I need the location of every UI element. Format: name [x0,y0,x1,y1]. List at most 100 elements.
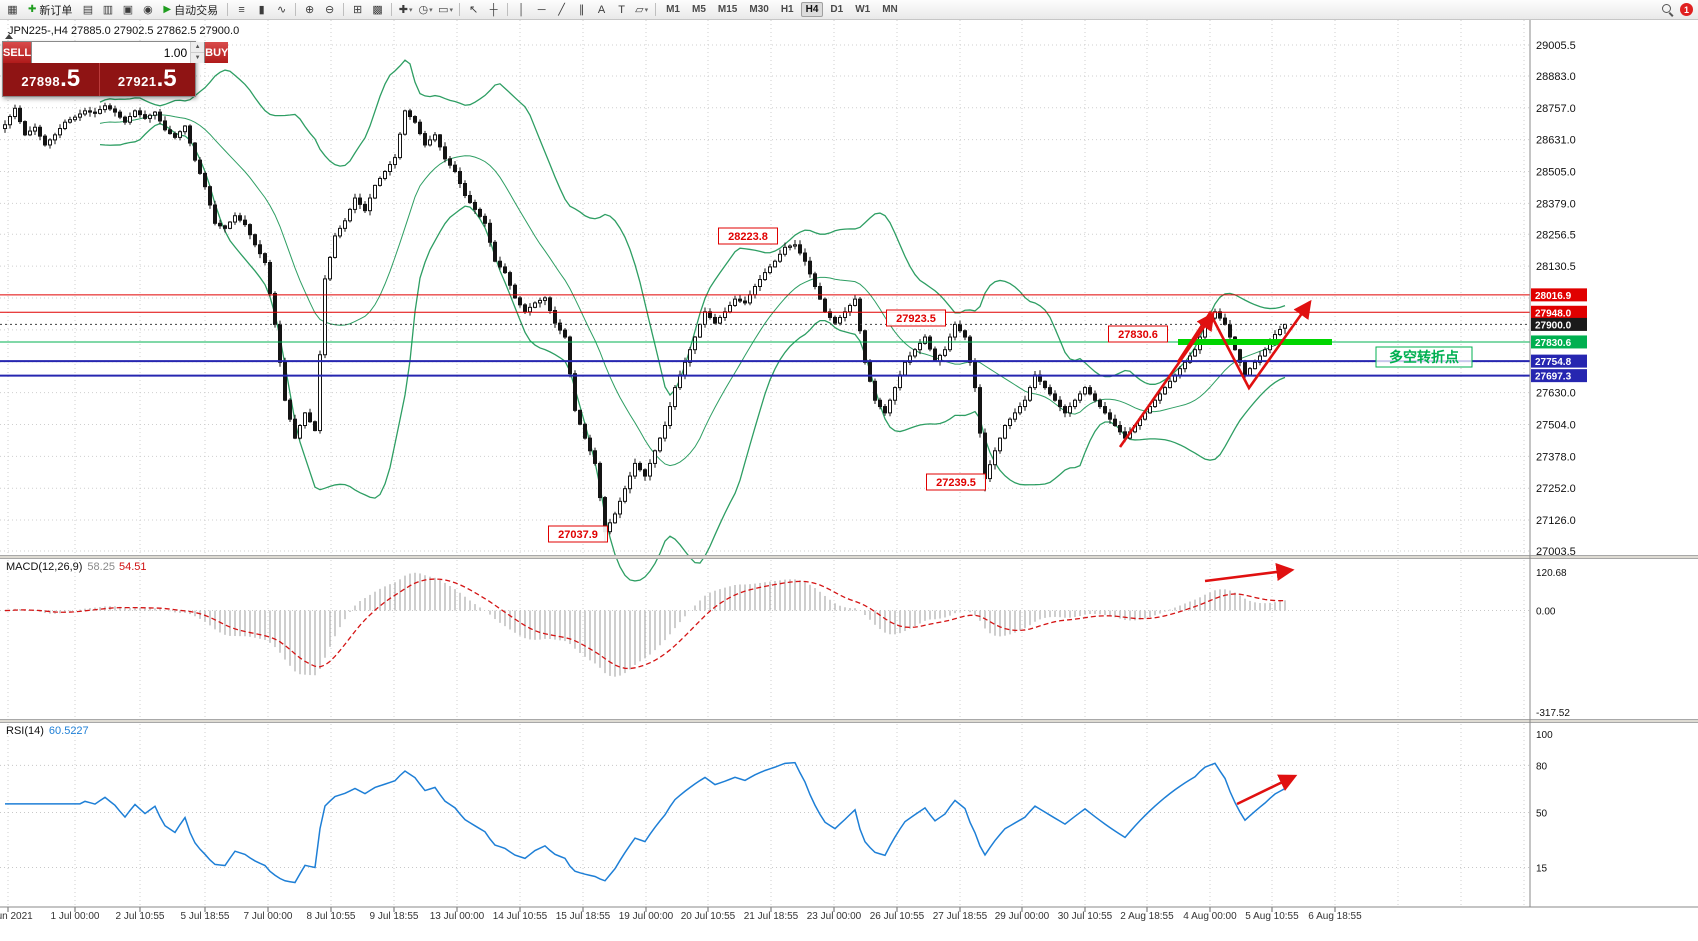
rsi-axis-label: 15 [1536,863,1548,874]
trendline-icon[interactable]: ╱ [558,4,565,16]
time-axis-label: 2 Aug 18:55 [1120,911,1174,922]
candle [848,303,852,316]
candle [1258,351,1262,366]
panel-separator[interactable] [0,555,1698,559]
equidistant-channel-icon[interactable]: ∥ [578,4,585,16]
sell-price[interactable]: 27898 .5 [3,63,99,96]
timeframe-m5[interactable]: M5 [692,4,706,15]
volume-input[interactable] [32,42,191,63]
notification-badge[interactable]: 1 [1680,3,1693,16]
chart-window-icon[interactable]: ▦ [7,4,18,16]
volume-stepper[interactable]: ▲ ▼ [190,42,205,63]
horizontal-line-icon[interactable]: ─ [537,3,546,16]
timeframe-m15[interactable]: M15 [717,4,738,15]
periods-icon[interactable]: ◷ ▾ [418,4,433,16]
buy-button[interactable]: BUY [205,42,229,63]
candlestick-chart-icon[interactable]: ▮ [258,4,265,16]
candle [433,132,437,143]
timeframe-d1[interactable]: D1 [830,4,844,15]
indicators-icon[interactable]: ✚ ▾ [398,4,413,16]
tile-windows-icon[interactable]: ⊞ [352,4,363,16]
zoom-in-icon[interactable]: ⊕ [304,4,315,16]
candle [1073,398,1077,410]
dropdown-caret-icon[interactable]: ▾ [408,6,413,14]
templates-icon[interactable]: ▭ ▾ [438,4,454,16]
dropdown-caret-icon[interactable]: ▾ [429,6,433,14]
dropdown-caret-icon[interactable]: ▾ [644,6,649,14]
price-callout[interactable] [548,525,608,543]
volume-down-icon[interactable]: ▼ [191,53,205,63]
crosshair-icon[interactable]: ┼ [489,3,498,16]
price-tag [1531,335,1587,349]
grid-layer: 9 Jun 2021 1 Jul 00:00 2 Jul 10:55 5 Jul 18… [0,20,1576,922]
candle [53,132,57,145]
navigator-icon[interactable]: ▣ [122,4,134,16]
trend-arrow[interactable] [1118,311,1215,448]
volume-up-icon[interactable]: ▲ [191,42,205,53]
candle [368,193,372,216]
trend-arrow[interactable] [1236,774,1298,806]
zoom-out-icon[interactable]: ⊖ [324,4,335,16]
time-axis[interactable] [0,907,1698,927]
trend-arrow[interactable] [1204,562,1295,583]
time-axis-label: 2 Jul 10:55 [116,911,165,922]
toolbar-separator [507,3,509,16]
timeframe-buttons: M1 M5 M15 M30 H1 H4 D1 W1 MN [660,2,904,17]
timeframe-mn[interactable]: MN [882,4,898,15]
trend-arrows[interactable] [1118,299,1312,806]
price-axis[interactable] [1530,20,1698,907]
horizontal-line-objects[interactable] [0,294,1530,377]
candle [508,270,512,290]
candle [48,138,52,149]
sell-button[interactable]: SELL [3,42,32,63]
price-callouts[interactable]: 28223.8 27923.5 27830.6 27239.5 27037.9 多空转折点 [548,227,1473,543]
shapes-icon[interactable]: ▱ ▾ [635,4,649,16]
macd-axis-label: -317.52 [1536,708,1570,719]
candle [438,134,442,151]
timeframe-h1[interactable]: H1 [780,4,794,15]
candle [748,290,752,306]
auto-trading-button[interactable]: ▶ 自动交易 [158,2,223,18]
price-callout[interactable] [718,227,778,245]
candle [188,124,192,147]
candle [23,120,27,137]
price-callout[interactable] [1108,325,1168,343]
terminal-icon[interactable]: ◉ [143,4,153,16]
price-callout[interactable] [886,309,946,327]
candle [178,130,182,141]
trend-arrow[interactable] [1176,299,1312,391]
timeframe-m30[interactable]: M30 [749,4,769,15]
price-axis-label: 28757.0 [1536,103,1576,115]
timeframe-m1[interactable]: M1 [666,4,680,15]
text-icon[interactable]: A [597,3,606,16]
text-label-icon[interactable]: T [618,3,625,16]
panel-separator[interactable] [0,719,1698,723]
cascade-windows-icon[interactable]: ▩ [372,4,383,16]
timeframe-h4[interactable]: H4 [800,2,824,17]
bar-chart-icon[interactable]: ≡ [238,3,245,16]
collapse-trade-panel-icon[interactable] [5,34,13,39]
time-axis-label: 30 Jul 10:55 [1058,911,1113,922]
market-watch-icon[interactable]: ▤ [82,4,94,16]
timeframe-w1[interactable]: W1 [855,4,871,15]
candle [518,296,522,308]
new-order-button[interactable]: ✚ 新订单 [23,2,77,18]
candle [763,268,767,282]
candle [213,200,217,226]
price-callout[interactable] [926,473,986,491]
candle [608,518,612,535]
candle [868,359,872,383]
buy-price[interactable]: 27921 .5 [100,63,196,96]
dropdown-caret-icon[interactable]: ▾ [449,6,454,14]
candle [303,412,307,429]
line-chart-icon[interactable]: ∿ [276,4,287,16]
cursor-icon[interactable]: ↖ [468,4,479,16]
candle [268,259,272,297]
note-box[interactable] [1375,346,1473,368]
search-icon[interactable] [1660,2,1675,17]
candle [393,153,397,169]
vertical-line-icon[interactable]: │ [518,3,526,16]
data-window-icon[interactable]: ▥ [102,4,114,16]
time-axis-label: 1 Jul 00:00 [51,911,100,922]
